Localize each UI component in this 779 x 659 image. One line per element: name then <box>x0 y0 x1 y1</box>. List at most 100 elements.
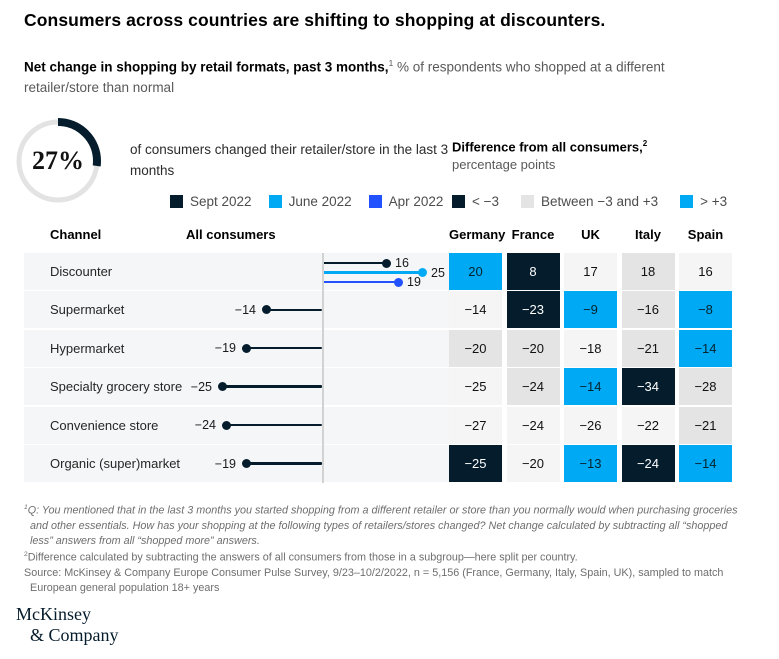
footnote-ref-1: 1 <box>388 58 394 68</box>
country-value-cell: −24 <box>621 445 675 482</box>
mckinsey-logo: McKinsey & Company <box>16 604 119 645</box>
footnotes: 1Q: You mentioned that in the last 3 mon… <box>24 503 746 596</box>
lollipop-line <box>226 423 322 427</box>
country-value-cell: −24 <box>506 406 560 444</box>
footnote-1: 1Q: You mentioned that in the last 3 mon… <box>24 504 738 548</box>
table-row: Specialty grocery store −25 −25 −24 −14 −34 −2… <box>0 368 779 406</box>
country-value-cell: 20 <box>449 253 502 290</box>
lollipop-line <box>246 462 322 465</box>
row-strip <box>24 329 449 367</box>
country-value-cell: −22 <box>621 406 675 444</box>
chart-subtitle: Net change in shopping by retail formats… <box>24 57 679 99</box>
country-value-cell: −9 <box>564 291 617 329</box>
subtitle-rest: % of respondents who shopped at a differ… <box>24 59 665 96</box>
lollipop-line <box>322 280 398 284</box>
table-row: Convenience store −24 −27 −24 −26 −22 −21 <box>0 406 779 444</box>
country-value-cell: −25 <box>449 445 502 482</box>
column-header-country: Italy <box>634 227 661 242</box>
legend-item: Sept 2022 <box>170 194 252 209</box>
country-value-cell: −28 <box>679 368 732 406</box>
lollipop-line <box>222 385 322 388</box>
legend-swatch-icon <box>680 195 694 208</box>
legend-swatch-icon <box>268 195 282 208</box>
lollipop-line <box>246 347 322 350</box>
column-header-channel: Channel <box>50 227 102 242</box>
country-value-cell: −20 <box>506 445 560 482</box>
column-header-country: Spain <box>687 227 724 242</box>
channel-label: Hypermarket <box>50 340 125 356</box>
legend-item: Between −3 and +3 <box>521 194 658 209</box>
diff-legend: < −3 Between −3 and +3 > +3 <box>452 194 727 209</box>
lollipop-line <box>322 261 386 265</box>
lollipop-line <box>322 271 422 274</box>
channel-label: Specialty grocery store <box>50 379 183 395</box>
series-legend: Sept 2022 June 2022 Apr 2022 <box>170 194 443 209</box>
country-value-cell: −21 <box>621 329 675 367</box>
country-value-cell: 16 <box>679 253 732 290</box>
lollipop-dot <box>241 343 251 353</box>
logo-line2: & Company <box>30 624 119 645</box>
country-value-cell: −27 <box>449 406 502 444</box>
country-value-cell: −16 <box>621 291 675 329</box>
logo-line1: McKinsey <box>16 604 91 624</box>
table-row: Discounter 16 25 19 20 8 17 18 16 <box>0 253 779 290</box>
country-value-cell: −23 <box>506 291 560 329</box>
legend-item: < −3 <box>452 194 499 209</box>
table-row: Supermarket −14 −14 −23 −9 −16 −8 <box>0 291 779 329</box>
country-value-cell: −13 <box>564 445 617 482</box>
country-value-cell: −34 <box>621 368 675 406</box>
column-header-country: France <box>511 227 555 242</box>
table-row: Organic (super)market −19 −25 −20 −13 −24 −14 <box>0 445 779 482</box>
lollipop-value: 16 <box>395 256 409 270</box>
country-value-cell: −18 <box>564 329 617 367</box>
channel-label: Convenience store <box>50 417 159 433</box>
lollipop-dot <box>217 382 227 392</box>
donut-svg <box>15 118 101 204</box>
legend-swatch-icon <box>368 195 382 208</box>
country-value-cell: −26 <box>564 406 617 444</box>
source-line: Source: McKinsey & Company Europe Consum… <box>24 566 724 594</box>
lollipop-value: 19 <box>407 275 421 289</box>
country-value-cell: −24 <box>506 368 560 406</box>
channel-label: Supermarket <box>50 302 125 318</box>
legend-item: June 2022 <box>268 194 352 209</box>
lollipop-value: −25 <box>190 379 212 394</box>
lollipop-dot <box>393 277 403 287</box>
column-header-all-consumers: All consumers <box>186 227 276 242</box>
column-header-country: Germany <box>449 227 506 242</box>
country-value-cell: 17 <box>564 253 617 290</box>
lollipop-value: −14 <box>234 302 256 317</box>
lollipop-value: 25 <box>431 265 445 280</box>
donut-arc <box>15 118 101 204</box>
stat-description: of consumers changed their retailer/stor… <box>130 142 449 178</box>
lollipop-dot <box>261 305 271 315</box>
page-title: Consumers across countries are shifting … <box>24 10 606 30</box>
lollipop-dot <box>221 420 231 430</box>
footnote-ref-2: 2 <box>642 139 648 148</box>
legend-item: > +3 <box>680 194 727 209</box>
lollipop-dot <box>381 258 391 268</box>
country-value-cell: 18 <box>621 253 675 290</box>
table-row: Hypermarket −19 −20 −20 −18 −21 −14 <box>0 329 779 367</box>
lollipop-value: −19 <box>214 456 236 471</box>
zero-baseline <box>322 253 324 483</box>
lollipop-dot <box>241 459 251 468</box>
legend-swatch-icon <box>170 195 183 208</box>
column-header-country: UK <box>581 227 600 242</box>
channel-label: Organic (super)market <box>50 456 181 471</box>
subtitle-bold: Net change in shopping by retail formats… <box>24 59 389 75</box>
diff-legend-unit: percentage points <box>452 157 556 172</box>
row-strip <box>24 291 449 329</box>
country-value-cell: −20 <box>449 329 502 367</box>
country-value-cell: −14 <box>679 445 732 482</box>
country-value-cell: −14 <box>679 329 732 367</box>
country-value-cell: −14 <box>449 291 502 329</box>
donut-percentage: 27% <box>32 146 84 175</box>
donut-chart: 27% <box>14 117 102 205</box>
country-value-cell: −14 <box>564 368 617 406</box>
lollipop-value: −24 <box>194 418 216 433</box>
channel-label: Discounter <box>50 264 113 279</box>
legend-swatch-icon <box>521 195 535 208</box>
legend-item: Apr 2022 <box>368 194 443 209</box>
